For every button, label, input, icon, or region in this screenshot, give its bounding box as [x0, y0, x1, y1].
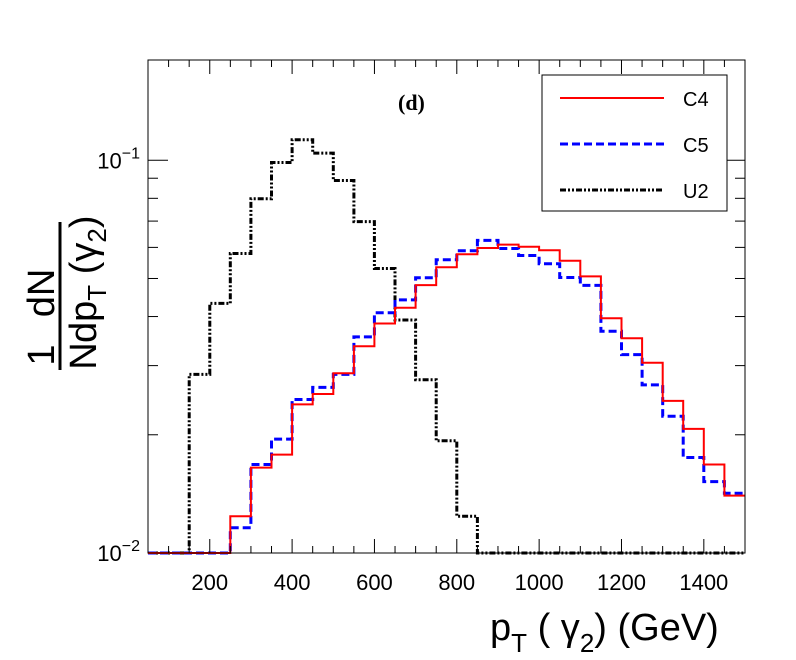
y-title-deriv-den: dpT (γ2): [63, 215, 112, 343]
x-axis-title-main: p: [490, 607, 511, 649]
x-axis-title-end: ) (GeV): [594, 607, 719, 649]
y-axis-title: 1 N dN dpT (γ2): [21, 215, 112, 370]
y-title-deriv-den-paren: (γ: [63, 243, 105, 285]
x-axis-title-sub1: T: [511, 628, 527, 658]
x-tick-label: 1200: [597, 570, 646, 595]
y-tick-label: 10−2: [97, 538, 140, 566]
panel-label: (d): [398, 90, 425, 115]
legend-label-c5: C5: [683, 135, 709, 157]
x-tick-label: 1400: [679, 570, 728, 595]
plot-frame: [147, 59, 746, 554]
x-tick-label: 600: [356, 570, 393, 595]
y-axis-ticks: 10−1 10−2: [97, 145, 745, 566]
x-tick-label: 200: [191, 570, 228, 595]
y-title-frac-num: 1: [21, 344, 63, 365]
y-title-deriv-den-sub: T: [82, 285, 112, 301]
series-c4-line: [148, 243, 745, 554]
legend-label-u2: U2: [683, 181, 709, 203]
y-title-deriv-den-close: ): [63, 215, 105, 228]
series-c5-line: [148, 238, 745, 555]
legend: C4 C5 U2: [541, 74, 728, 212]
y-tick-label: 10−1: [97, 145, 140, 173]
x-axis-title: pT ( γ2) (GeV): [490, 607, 719, 658]
y-title-deriv-den-main: dp: [63, 301, 105, 343]
x-axis-title-mid: ( γ: [527, 607, 580, 649]
x-axis-title-sub2: 2: [580, 628, 594, 658]
x-tick-label: 1000: [515, 570, 564, 595]
x-tick-label: 800: [438, 570, 475, 595]
y-title-frac-den: N: [63, 342, 105, 369]
y-title-deriv-den-sub2: 2: [82, 228, 112, 242]
y-title-deriv-num: dN: [21, 269, 63, 318]
x-tick-label: 400: [274, 570, 311, 595]
legend-label-c4: C4: [683, 89, 709, 111]
x-axis-ticks: 200 400 600 800 1000 1200 1400: [147, 60, 746, 595]
